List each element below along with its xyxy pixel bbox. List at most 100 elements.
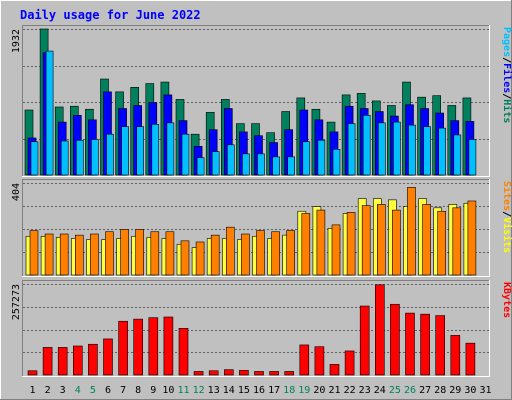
pages-bar [453,134,462,176]
pages-bar [136,126,144,176]
day-label: 12 [193,385,205,396]
kbytes-bar [163,316,174,376]
kbytes-bar [239,370,249,376]
kbytes-bar [269,371,279,376]
sites-bar [271,231,280,276]
day-label: 2 [45,385,51,396]
pages-bar [317,139,326,176]
max-value-label: 1932 [11,29,22,53]
pages-bar [181,133,190,176]
kbytes-bar [374,284,385,376]
kbytes-bar [42,347,53,376]
sites-bar [422,204,431,276]
pages-bar [287,156,296,176]
day-label: 26 [404,385,416,396]
sites-bar [452,207,462,276]
kbytes-bar [329,364,340,376]
sites-bar [75,234,84,276]
pages-bar [151,124,160,176]
day-label: 19 [298,385,310,396]
axis-label-part: Files [501,63,512,93]
kbytes-bar [118,320,128,376]
day-label: 15 [238,385,250,396]
pages-bar [106,133,114,176]
day-label: 20 [313,385,325,396]
pages-bar [332,149,341,176]
sites-bar [346,212,356,276]
kbytes-bar [390,303,400,376]
sites-bar [44,233,54,276]
axis-label-part: / [501,93,512,99]
pages-bar [393,121,401,176]
sites-bar [241,233,250,276]
kbytes-bar [299,344,310,376]
pages-bar [423,126,431,176]
kbytes-bar [103,338,113,376]
day-label: 10 [162,385,174,396]
sites-bar [467,200,477,276]
sites-bar [437,210,447,276]
day-label: 5 [90,385,96,396]
day-label: 27 [419,385,431,396]
kbytes-bar [284,371,295,376]
day-label: 30 [464,385,476,396]
sites-bar [376,204,386,276]
pages-bar [211,151,220,176]
sites-bar [392,209,401,276]
sites-bar [105,231,114,276]
panel-3: 257273 KBytes [11,280,512,377]
axis-label-part: KBytes [501,282,512,318]
pages-bar [30,141,39,176]
pages-bar [408,124,416,176]
axis-label: KBytes [501,282,512,318]
kbytes-bar [420,313,430,376]
pages-bar [196,157,205,176]
pages-bar [302,141,311,176]
chart-title: Daily usage for June 2022 [20,8,201,22]
sites-bar [120,229,129,276]
kbytes-bar [359,305,370,376]
axis-label-part: / [501,57,512,63]
day-label: 8 [135,385,141,396]
day-label: 28 [434,385,446,396]
kbytes-bar [435,315,446,376]
pages-bar [76,139,84,176]
pages-bar [45,50,54,176]
sites-bar [195,241,205,276]
sites-bar [361,205,371,276]
day-label: 18 [283,385,295,396]
day-label: 7 [120,385,126,396]
kbytes-bar [465,342,476,376]
kbytes-bar [73,345,83,376]
sites-bar [59,233,69,276]
max-value-label: 404 [11,183,22,201]
kbytes-bar [208,370,219,376]
day-label: 17 [268,385,280,396]
pages-bar [166,122,175,176]
axis-label-part: Pages [501,27,512,57]
sites-bar [407,187,416,276]
kbytes-bar [254,371,264,376]
axis-label-part: Visits [501,217,512,253]
sites-bar [316,209,326,276]
pages-bar [362,115,371,176]
sites-bar [301,213,311,276]
panel-2: 404 Sites/Visits [11,179,512,277]
axis-label-part: Sites [501,181,512,211]
day-label: 13 [208,385,220,396]
day-label: 16 [253,385,265,396]
pages-bar [257,153,265,176]
pages-bar [91,139,99,176]
sites-bar [165,231,175,276]
kbytes-bar [133,318,143,376]
kbytes-bar [148,317,159,376]
kbytes-bar [344,350,355,376]
kbytes-bar [224,369,234,376]
day-label: 3 [60,385,66,396]
day-label: 21 [328,385,340,396]
sites-bar [29,230,39,276]
pages-bar [377,122,386,176]
kbytes-bar [27,370,38,376]
day-label: 14 [223,385,235,396]
